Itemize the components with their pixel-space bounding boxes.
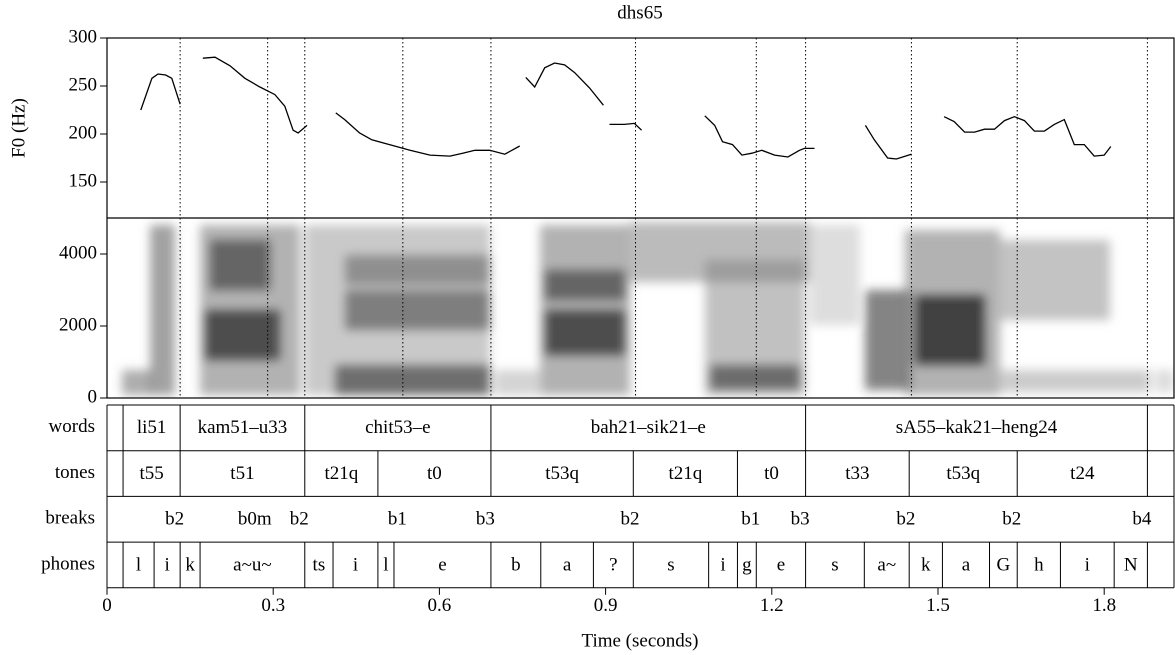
x-tick-label: 1.2 [760, 595, 784, 616]
interval-label: ts [313, 554, 326, 575]
interval-label: s [667, 554, 674, 575]
interval-label: sA55–kak21–heng24 [896, 417, 1058, 438]
interval-label: ? [609, 554, 617, 575]
interval-label: t24 [1070, 463, 1095, 484]
y-tick-label: 0 [88, 386, 98, 407]
interval-label: t0 [427, 463, 442, 484]
y-tick-label: 250 [69, 74, 98, 95]
y-tick-label: 2000 [59, 314, 97, 335]
y-tick-label: 200 [69, 122, 98, 143]
interval-label: kam51–u33 [198, 417, 288, 438]
x-axis-label: Time (seconds) [582, 630, 699, 651]
interval-label: e [438, 554, 446, 575]
x-tick-label: 1.8 [1092, 595, 1116, 616]
point-label: b2 [165, 509, 184, 530]
interval-label: t53q [545, 463, 579, 484]
f0-contour [140, 56, 1112, 160]
spectrogram-image [122, 222, 1174, 395]
interval-label: a~ [877, 554, 896, 575]
point-label: b1 [388, 509, 407, 530]
chart-title: dhs65 [617, 2, 662, 23]
y-tick-label: 4000 [59, 242, 97, 263]
interval-label: G [997, 554, 1011, 575]
point-label: b3 [791, 509, 810, 530]
interval-label: bah21–sik21–e [591, 417, 706, 438]
y-tick-label: 150 [69, 170, 98, 191]
interval-label: t55 [139, 463, 163, 484]
point-label: b1 [741, 509, 760, 530]
interval-label: t53q [946, 463, 980, 484]
point-label: b2 [896, 509, 915, 530]
interval-label: l [383, 554, 388, 575]
interval-label: i [720, 554, 725, 575]
point-label: b2 [290, 509, 309, 530]
interval-label: g [742, 554, 752, 575]
x-tick-label: 1.5 [926, 595, 950, 616]
point-label: b0m [238, 509, 272, 530]
x-tick-label: 0.3 [261, 595, 285, 616]
point-label: b3 [476, 509, 495, 530]
point-label: b2 [621, 509, 640, 530]
interval-label: k [921, 554, 931, 575]
interval-label: a [563, 554, 572, 575]
interval-label: k [185, 554, 195, 575]
interval-label: i [353, 554, 358, 575]
interval-label: a [962, 554, 971, 575]
interval-label: e [777, 554, 785, 575]
interval-label: t21q [668, 463, 702, 484]
point-label: b2 [1002, 509, 1021, 530]
interval-label: h [1034, 554, 1044, 575]
interval-label: b [511, 554, 521, 575]
interval-label: t33 [845, 463, 869, 484]
interval-label: t0 [764, 463, 779, 484]
interval-label: t21q [324, 463, 358, 484]
tier-name: tones [55, 462, 95, 483]
tier-name: words [49, 416, 95, 437]
x-tick-label: 0.9 [594, 595, 618, 616]
tier-name: breaks [45, 508, 95, 529]
interval-label: t51 [230, 463, 254, 484]
interval-label: i [1085, 554, 1090, 575]
interval-label: i [164, 554, 169, 575]
y-tick-label: 300 [69, 26, 98, 47]
point-label: b4 [1132, 509, 1152, 530]
x-tick-label: 0.6 [428, 595, 452, 616]
interval-label: chit53–e [365, 417, 430, 438]
interval-label: li51 [137, 417, 167, 438]
y-axis-label: F0 (Hz) [8, 98, 29, 158]
tier-name: phones [41, 553, 95, 574]
x-tick-label: 0 [102, 595, 112, 616]
interval-label: s [831, 554, 838, 575]
interval-label: l [136, 554, 141, 575]
interval-label: N [1124, 554, 1138, 575]
interval-label: a~u~ [233, 554, 272, 575]
